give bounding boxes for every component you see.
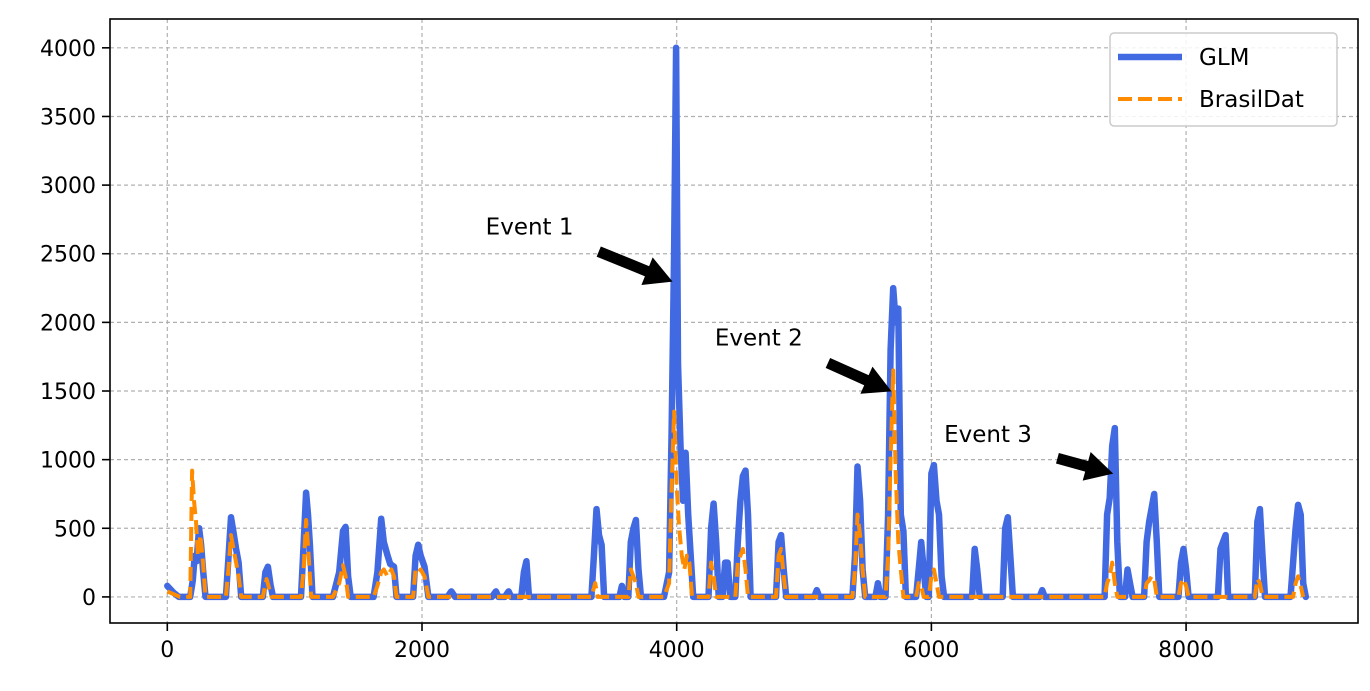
- y-tick-label: 1500: [40, 380, 96, 405]
- annotation-arrow: [1055, 452, 1114, 481]
- y-tick-label: 3500: [40, 105, 96, 130]
- annotation-label: Event 1: [486, 215, 574, 241]
- series-lines: [164, 44, 1310, 601]
- annotations: Event 1 Event 2 Event 3: [486, 215, 1114, 481]
- annotation-label: Event 2: [715, 326, 803, 352]
- legend-label: BrasilDat: [1199, 87, 1304, 113]
- annotation-arrow: [825, 357, 892, 394]
- y-tick-label: 500: [54, 517, 96, 542]
- y-tick-label: 1000: [40, 449, 96, 474]
- x-tick-label: 8000: [1158, 638, 1214, 663]
- y-tick-label: 0: [82, 586, 96, 611]
- y-tick-label: 2000: [40, 311, 96, 336]
- x-tick-label: 0: [160, 638, 174, 663]
- x-tick-label: 4000: [649, 638, 705, 663]
- annotation-arrow: [596, 246, 673, 285]
- y-tick-label: 3000: [40, 174, 96, 199]
- annotation-label: Event 3: [944, 422, 1032, 448]
- legend: GLM BrasilDat: [1109, 32, 1338, 127]
- y-tick-label: 4000: [40, 37, 96, 62]
- legend-label: GLM: [1199, 45, 1249, 71]
- axes: 0 2000 4000 6000 8000 0 500 1000 1500 2000 2500 300…: [40, 18, 1359, 663]
- y-tick-label: 2500: [40, 243, 96, 268]
- x-tick-label: 6000: [903, 638, 959, 663]
- series-line-brasildat: [166, 368, 1306, 599]
- x-tick-label: 2000: [394, 638, 450, 663]
- plot-frame: [109, 18, 1359, 624]
